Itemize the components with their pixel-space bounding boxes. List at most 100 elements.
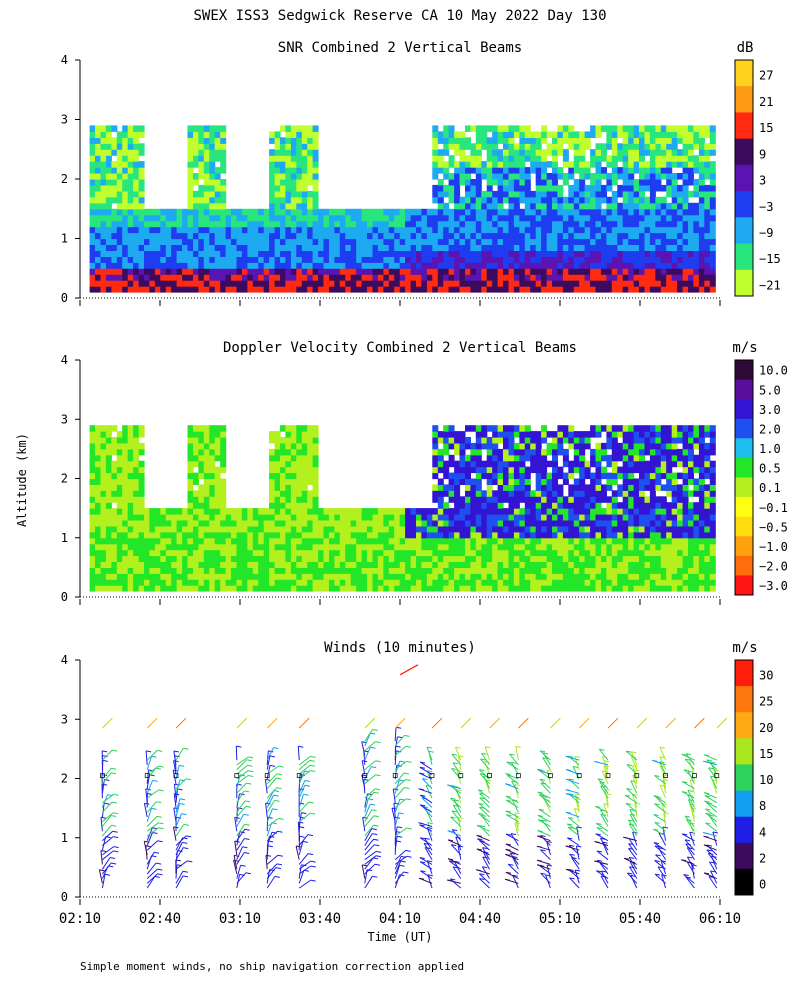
heat-cell	[182, 268, 188, 275]
heat-cell	[438, 556, 444, 563]
heat-cell	[362, 514, 368, 521]
heat-cell	[639, 197, 645, 204]
heat-cell	[188, 131, 194, 138]
heat-cell	[639, 209, 645, 216]
heat-cell	[383, 215, 389, 222]
heat-cell	[454, 173, 460, 180]
heat-cell	[215, 473, 221, 480]
heat-cell	[443, 280, 449, 287]
heat-cell	[106, 443, 112, 450]
heat-cell	[655, 167, 661, 174]
heat-cell	[487, 286, 493, 293]
heat-cell	[470, 449, 476, 456]
heat-cell	[617, 274, 623, 281]
heat-cell	[536, 562, 542, 569]
heat-cell	[340, 556, 346, 563]
heat-cell	[275, 532, 281, 539]
heat-cell	[144, 274, 150, 281]
heat-cell	[432, 286, 438, 293]
heat-cell	[509, 125, 515, 131]
heat-cell	[421, 280, 427, 287]
heat-cell	[133, 425, 139, 432]
heat-cell	[650, 137, 656, 144]
heat-cell	[519, 179, 525, 186]
heat-cell	[101, 149, 107, 156]
heat-cell	[144, 244, 150, 251]
heat-cell	[623, 473, 629, 480]
heat-cell	[536, 490, 542, 497]
heat-cell	[634, 227, 640, 234]
heat-cell	[454, 520, 460, 527]
heat-cell	[432, 514, 438, 521]
heat-cell	[111, 149, 117, 156]
heat-cell	[106, 185, 112, 192]
heat-cell	[481, 443, 487, 450]
heat-cell	[519, 221, 525, 228]
heat-cell	[302, 197, 308, 204]
heat-cell	[193, 203, 199, 210]
heat-cell	[139, 185, 145, 192]
heat-cell	[693, 155, 699, 162]
heat-cell	[634, 514, 640, 521]
colorbar-label: −15	[759, 252, 781, 266]
heat-cell	[612, 514, 618, 521]
heat-cell	[579, 538, 585, 545]
heat-cell	[525, 449, 531, 456]
heat-cell	[530, 443, 536, 450]
heat-cell	[688, 191, 694, 198]
heat-cell	[688, 161, 694, 168]
heat-cell	[416, 268, 422, 275]
heat-cell	[373, 268, 379, 275]
heat-cell	[443, 173, 449, 180]
heat-cell	[541, 274, 547, 281]
heat-cell	[302, 508, 308, 514]
heat-cell	[275, 239, 281, 246]
heat-cell	[291, 585, 297, 592]
heat-cell	[557, 143, 563, 150]
heat-cell	[465, 280, 471, 287]
heat-cell	[313, 431, 319, 438]
heat-cell	[193, 532, 199, 539]
heat-cell	[541, 562, 547, 569]
heat-cell	[574, 137, 580, 144]
heat-cell	[661, 461, 667, 468]
heat-cell	[242, 556, 248, 563]
heat-cell	[574, 502, 580, 509]
heat-cell	[324, 562, 330, 569]
heat-cell	[209, 473, 215, 480]
heat-cell	[269, 556, 275, 563]
heat-cell	[481, 473, 487, 480]
heat-cell	[574, 585, 580, 592]
heat-cell	[623, 585, 629, 592]
heat-cell	[296, 514, 302, 521]
heat-cell	[443, 467, 449, 474]
heat-cell	[242, 573, 248, 580]
heat-cell	[596, 508, 602, 514]
heat-cell	[536, 573, 542, 580]
heat-cell	[487, 449, 493, 456]
heat-cell	[601, 508, 607, 514]
heat-cell	[188, 256, 194, 263]
heat-cell	[285, 532, 291, 539]
heat-cell	[302, 567, 308, 574]
heat-cell	[133, 467, 139, 474]
heat-cell	[128, 143, 134, 150]
heat-cell	[313, 437, 319, 444]
heat-cell	[449, 579, 455, 586]
heat-cell	[487, 155, 493, 162]
heat-cell	[106, 221, 112, 228]
heat-cell	[394, 233, 400, 240]
heat-cell	[509, 508, 515, 514]
heat-cell	[574, 244, 580, 251]
heat-cell	[476, 203, 482, 210]
heat-cell	[155, 221, 161, 228]
heat-cell	[443, 137, 449, 144]
heat-cell	[400, 538, 406, 545]
heat-cell	[634, 437, 640, 444]
heat-cell	[498, 567, 504, 574]
heat-cell	[525, 209, 531, 216]
heat-cell	[683, 155, 689, 162]
heat-cell	[378, 562, 384, 569]
heat-cell	[503, 573, 509, 580]
heat-cell	[557, 473, 563, 480]
